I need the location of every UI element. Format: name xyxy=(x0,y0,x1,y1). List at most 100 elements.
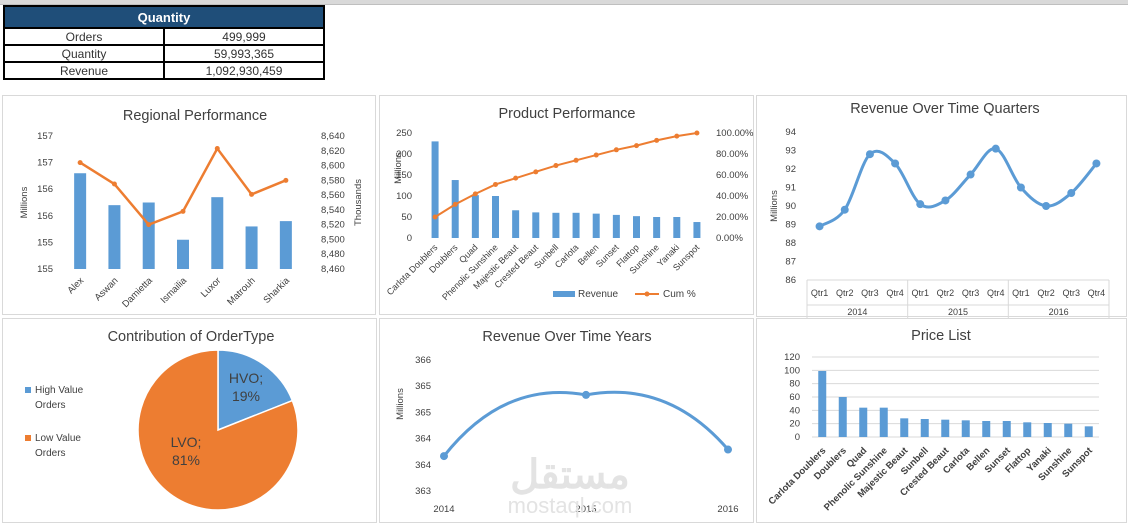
table-row: Revenue 1,092,930,459 xyxy=(3,61,325,80)
table-row: Quantity 59,993,365 xyxy=(3,44,325,63)
x-group-label: 2014 xyxy=(847,307,867,317)
y-tick-label: 366 xyxy=(415,355,431,366)
line-point xyxy=(214,146,220,152)
series-line xyxy=(818,147,1098,228)
bar xyxy=(633,216,640,238)
slice-label: HVO; xyxy=(229,370,263,386)
slice-percent: 19% xyxy=(232,388,260,404)
bar xyxy=(552,212,560,238)
y-tick-label: 87 xyxy=(785,257,796,268)
summary-table: Quantity Orders 499,999 Quantity 59,993,… xyxy=(3,5,325,80)
series-line xyxy=(434,132,698,218)
line-point xyxy=(249,191,255,197)
bar xyxy=(142,202,155,269)
bar xyxy=(512,210,520,238)
line-point xyxy=(694,130,700,136)
x-tick-label: 2014 xyxy=(433,504,454,515)
bar xyxy=(693,222,701,238)
y-tick-label: 155 xyxy=(37,264,53,275)
line-point xyxy=(111,181,117,187)
y-tick-label: 156 xyxy=(37,184,53,195)
chart-title: Product Performance xyxy=(498,106,635,122)
y2-tick-label: 40.00% xyxy=(716,191,749,202)
x-tick-label: Luxor xyxy=(199,275,224,300)
y-tick-label: 157 xyxy=(37,131,53,142)
bar xyxy=(859,407,868,437)
slice-percent: 81% xyxy=(172,452,200,468)
y2-tick-label: 8,620 xyxy=(321,146,345,157)
line-point xyxy=(654,137,660,143)
x-tick-label: Qtr3 xyxy=(962,288,980,298)
ordertype-pie-chart[interactable]: Contribution of OrderType HVO; 19% LVO; 81% H… xyxy=(2,318,377,523)
summary-value[interactable]: 1,092,930,459 xyxy=(163,61,325,80)
x-tick-label: Matrouh xyxy=(225,275,257,307)
x-tick-label: Qtr4 xyxy=(886,288,904,298)
line-point xyxy=(513,175,519,181)
y-tick-label: 40 xyxy=(789,405,800,416)
bar xyxy=(1043,423,1052,437)
line-point xyxy=(815,222,824,231)
chart-title: Revenue Over Time Quarters xyxy=(850,101,1039,117)
y2-tick-label: 8,540 xyxy=(321,205,345,216)
price-list-chart[interactable]: Price List 120 100 80 60 40 20 0 Carlota Doubler… xyxy=(756,318,1127,523)
product-performance-chart[interactable]: Product Performance Millions 250 200 150 100 5… xyxy=(379,95,754,315)
years-chart-svg: Revenue Over Time Years Millions 366 365 365… xyxy=(395,329,739,515)
y-tick-label: 88 xyxy=(785,238,796,249)
y-tick-label: 0 xyxy=(407,233,412,244)
slice-label: LVO; xyxy=(171,434,202,450)
y2-tick-label: 8,480 xyxy=(321,249,345,260)
x-tick-label: Qtr2 xyxy=(1037,288,1055,298)
y-tick-label: 89 xyxy=(785,220,796,231)
line-point xyxy=(553,163,559,169)
summary-header: Quantity xyxy=(3,5,325,29)
line-point xyxy=(146,222,152,228)
x-tick-label: Qtr1 xyxy=(811,288,829,298)
revenue-quarters-chart[interactable]: Revenue Over Time Quarters Millions 94 93 92… xyxy=(756,95,1127,318)
y-tick-label: 150 xyxy=(396,170,412,181)
regional-chart-svg: Regional Performance Millions Thousands 157… xyxy=(19,108,364,310)
legend-label: Low Value xyxy=(35,433,81,444)
line-point xyxy=(991,144,1000,153)
x-tick-label: Qtr4 xyxy=(1088,288,1106,298)
legend-label: Orders xyxy=(35,400,66,411)
summary-value[interactable]: 59,993,365 xyxy=(163,44,325,63)
legend-swatch xyxy=(553,291,575,297)
chart-title: Price List xyxy=(911,328,971,344)
spreadsheet-column-header xyxy=(0,0,1128,5)
line-point xyxy=(634,143,639,149)
summary-value[interactable]: 499,999 xyxy=(163,27,325,46)
y-tick-label: 155 xyxy=(37,237,53,248)
summary-label[interactable]: Orders xyxy=(3,27,165,46)
y-tick-label: 365 xyxy=(415,407,431,418)
legend-swatch xyxy=(25,387,31,393)
line-point xyxy=(432,214,438,220)
chart-title: Revenue Over Time Years xyxy=(482,329,651,345)
y-tick-label: 250 xyxy=(396,128,412,139)
line-point xyxy=(916,200,925,209)
x-tick-label: Sharkia xyxy=(261,275,292,306)
y-tick-label: 92 xyxy=(785,164,796,175)
bar xyxy=(1002,421,1011,437)
y-axis-label: Millions xyxy=(769,190,780,222)
line-point xyxy=(452,201,458,207)
bar xyxy=(653,217,661,238)
y-axis-label: Millions xyxy=(393,152,404,184)
chart-title: Regional Performance xyxy=(123,108,267,124)
summary-label[interactable]: Revenue xyxy=(3,61,165,80)
x-tick-label: Qtr2 xyxy=(836,288,854,298)
y-tick-label: 50 xyxy=(401,212,412,223)
legend-swatch xyxy=(25,435,31,441)
bar xyxy=(572,212,580,238)
bar xyxy=(920,419,929,437)
y-tick-label: 156 xyxy=(37,211,53,222)
series-line xyxy=(442,390,730,457)
summary-label[interactable]: Quantity xyxy=(3,44,165,63)
x-tick-label: 2016 xyxy=(717,504,738,515)
bar xyxy=(982,421,991,437)
line-point xyxy=(1042,202,1051,210)
y-tick-label: 157 xyxy=(37,158,53,169)
revenue-years-chart[interactable]: Revenue Over Time Years Millions 366 365 365… xyxy=(379,318,754,523)
regional-performance-chart[interactable]: Regional Performance Millions Thousands 157… xyxy=(2,95,376,315)
y-tick-label: 120 xyxy=(784,352,800,363)
x-tick-label: Qtr1 xyxy=(911,288,929,298)
